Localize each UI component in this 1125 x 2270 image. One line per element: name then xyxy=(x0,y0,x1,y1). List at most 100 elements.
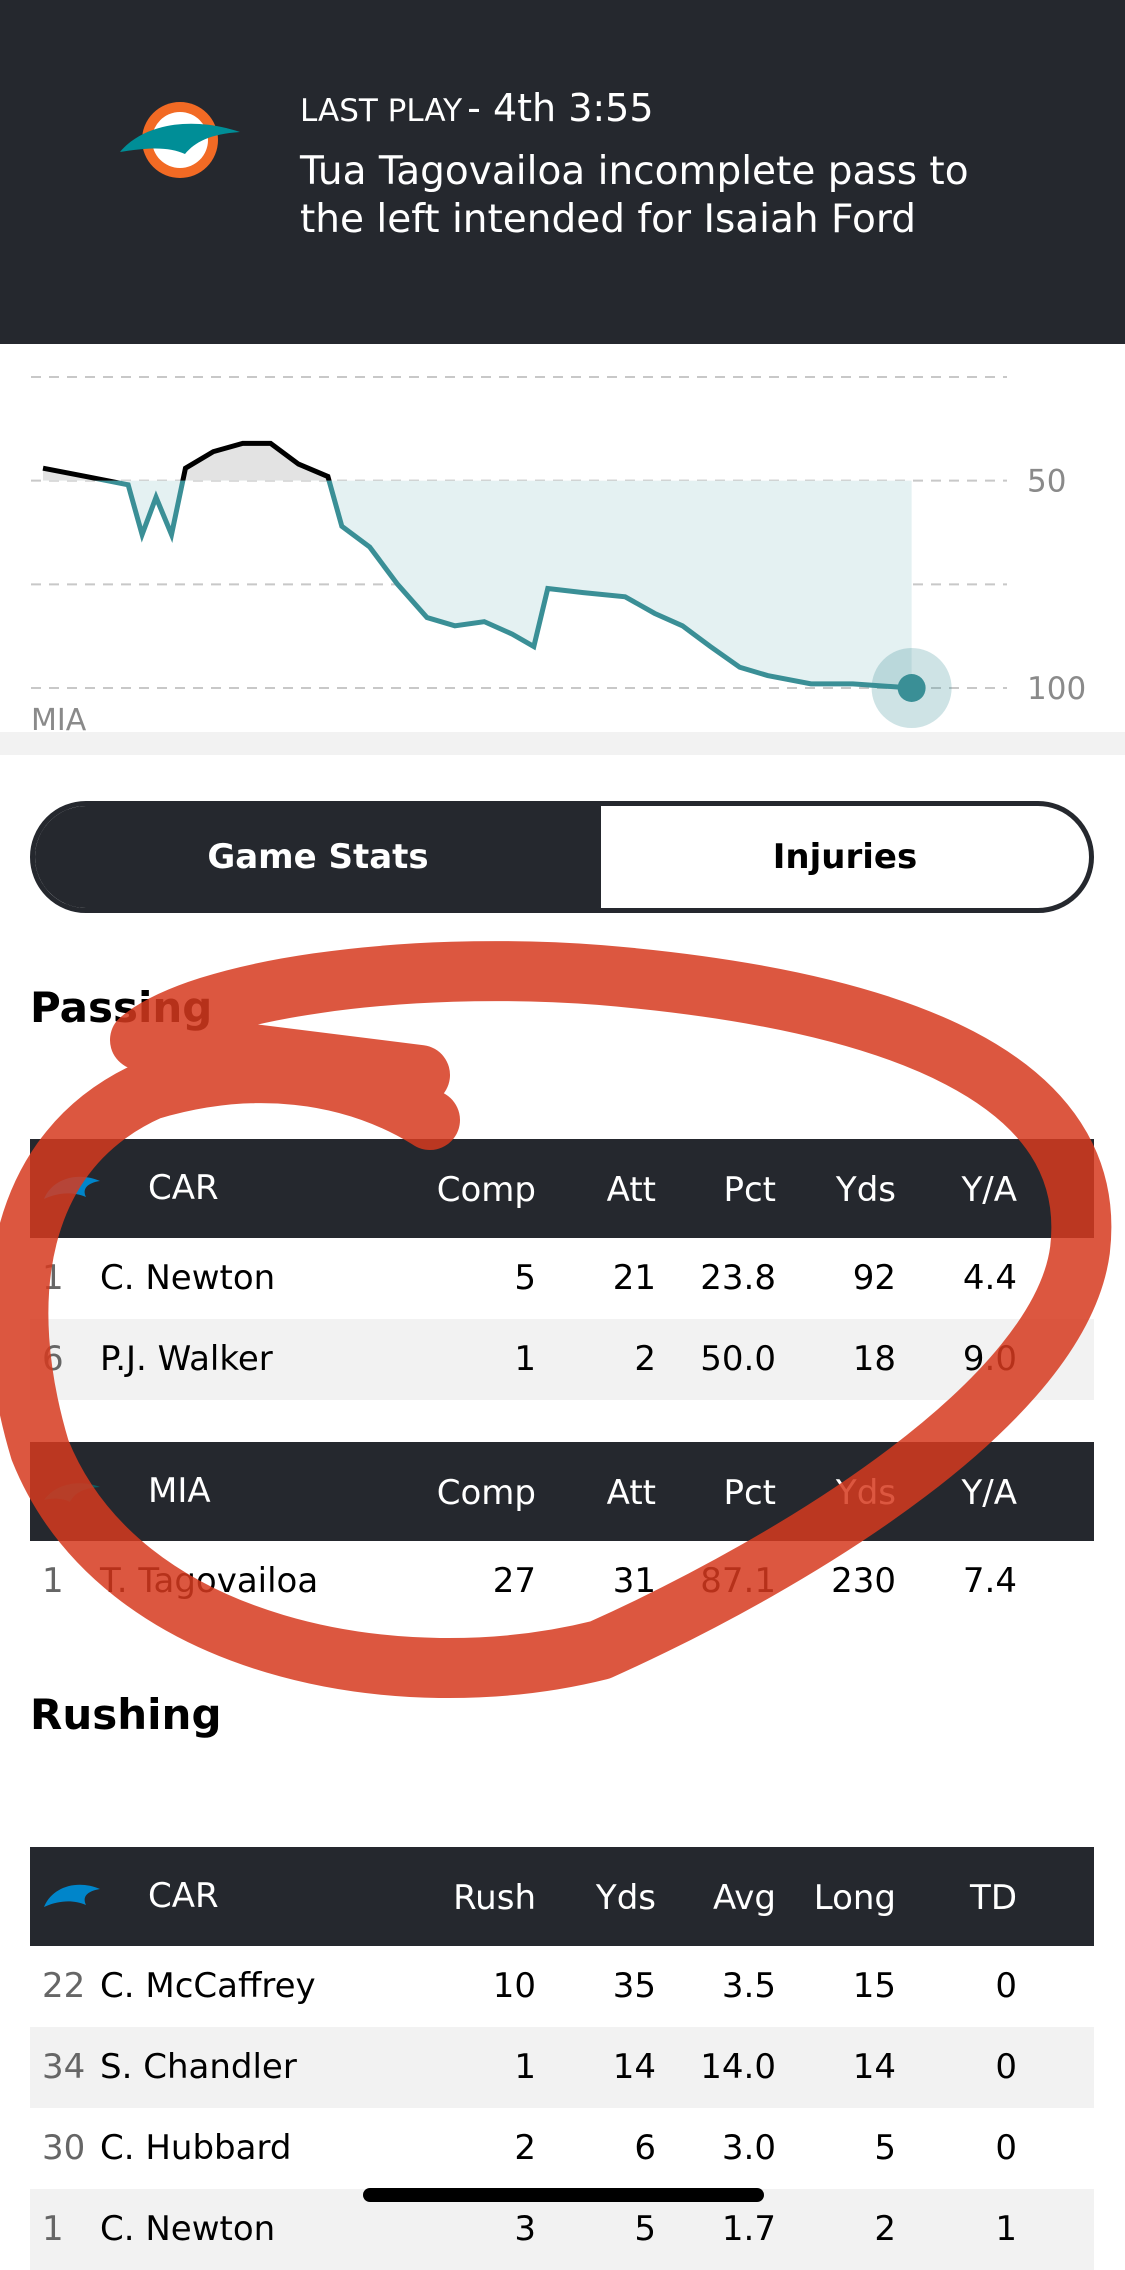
stat-value: 230 xyxy=(831,1561,896,1601)
stat-value: 3.0 xyxy=(721,2128,776,2168)
stat-value: 3.5 xyxy=(721,1966,776,2006)
series-label: MIA xyxy=(31,703,87,738)
column-header: Yds xyxy=(835,1473,896,1513)
stat-value: 0 xyxy=(995,2047,1017,2087)
team-name: CAR xyxy=(148,1168,219,1208)
stat-value: 21 xyxy=(612,1258,656,1298)
stat-value: 14 xyxy=(612,2047,656,2087)
stat-value: 1 xyxy=(995,2209,1017,2249)
logo-shape xyxy=(44,1483,100,1502)
column-header: Y/A xyxy=(961,1473,1017,1513)
table-row: 30 C. Hubbard 2 6 3.0 5 0 xyxy=(30,2108,1094,2189)
label: LAST PLAY xyxy=(300,93,463,129)
logo-shape xyxy=(44,1884,100,1907)
player-name: P.J. Walker xyxy=(100,1339,273,1379)
stat-value: 23.8 xyxy=(700,1258,776,1298)
section-title: Rushing xyxy=(30,1690,222,1739)
table-header: CAR Rush Yds Avg Long TD xyxy=(30,1847,1094,1946)
column-header: Yds xyxy=(595,1878,656,1918)
player-name: C. Newton xyxy=(100,2209,276,2249)
jersey-number: 1 xyxy=(42,1561,64,1601)
tab[interactable]: Game Stats xyxy=(35,806,601,908)
y-tick-label: 100 xyxy=(1027,671,1086,707)
player-name: C. McCaffrey xyxy=(100,1966,316,2006)
team-name: MIA xyxy=(148,1471,211,1511)
stat-value: 5 xyxy=(874,2128,896,2168)
stat-value: 31 xyxy=(612,1561,656,1601)
stat-value: 35 xyxy=(612,1966,656,2006)
stat-value: 2 xyxy=(874,2209,896,2249)
column-header: Att xyxy=(606,1473,656,1513)
stat-value: 2 xyxy=(634,1339,656,1379)
table-row: 22 C. McCaffrey 10 35 3.5 15 0 xyxy=(30,1946,1094,2027)
team-logo xyxy=(44,1483,100,1502)
stat-value: 50.0 xyxy=(700,1339,776,1379)
team-logo xyxy=(120,102,240,178)
line xyxy=(94,480,912,691)
stat-value: 87.1 xyxy=(700,1561,776,1601)
column-header: Pct xyxy=(723,1473,776,1513)
jersey-number: 34 xyxy=(42,2047,86,2087)
team-name: CAR xyxy=(148,1876,219,1916)
y-tick-label: 50 xyxy=(1027,464,1066,500)
table-row: 1 C. Newton 5 21 23.8 92 4.4 xyxy=(30,1238,1094,1319)
column-header: Att xyxy=(606,1170,656,1210)
time: - 4th 3:55 xyxy=(467,86,654,130)
team-logo xyxy=(44,1176,100,1199)
table-row: 1 C. Newton 3 5 1.7 2 1 xyxy=(30,2189,1094,2270)
jersey-number: 1 xyxy=(42,1258,64,1298)
player-name: T. Tagovailoa xyxy=(100,1561,319,1601)
column-header: Rush xyxy=(453,1878,536,1918)
stat-value: 5 xyxy=(634,2209,656,2249)
stat-value: 14 xyxy=(852,2047,896,2087)
column-header: Avg xyxy=(713,1878,776,1918)
stat-value: 15 xyxy=(852,1966,896,2006)
jersey-number: 22 xyxy=(42,1966,86,2006)
last-play: LAST PLAY - 4th 3:55 xyxy=(300,86,654,130)
table-header: CAR Comp Att Pct Yds Y/A xyxy=(30,1139,1094,1238)
column-header: Yds xyxy=(835,1170,896,1210)
stat-value: 1 xyxy=(514,1339,536,1379)
table-row: 34 S. Chandler 1 14 14.0 14 0 xyxy=(30,2027,1094,2108)
stat-value: 92 xyxy=(852,1258,896,1298)
column-header: Y/A xyxy=(961,1170,1017,1210)
description: Tua Tagovailoa incomplete pass to the le… xyxy=(300,149,969,242)
jersey-number: 1 xyxy=(42,2209,64,2249)
player-name: C. Newton xyxy=(100,1258,276,1298)
divider xyxy=(0,732,1125,755)
tab[interactable]: Injuries xyxy=(772,837,918,877)
column-header: Comp xyxy=(436,1170,536,1210)
stat-value: 0 xyxy=(995,1966,1017,2006)
area xyxy=(43,443,330,481)
table-row: 1 T. Tagovailoa 27 31 87.1 230 7.4 xyxy=(30,1541,1094,1622)
stat-value: 5 xyxy=(514,1258,536,1298)
jersey-number: 30 xyxy=(42,2128,86,2168)
stat-value: 1.7 xyxy=(721,2209,776,2249)
logo-shape xyxy=(44,1176,100,1199)
table-row: 6 P.J. Walker 1 2 50.0 18 9.0 xyxy=(30,1319,1094,1400)
tab-bar: Game Stats Injuries xyxy=(30,801,1094,913)
stat-value: 0 xyxy=(995,2128,1017,2168)
stat-value: 1 xyxy=(514,2047,536,2087)
player-name: C. Hubbard xyxy=(100,2128,292,2168)
stat-value: 10 xyxy=(492,1966,536,2006)
stat-value: 27 xyxy=(492,1561,536,1601)
column-header: Pct xyxy=(723,1170,776,1210)
stat-value: 4.4 xyxy=(962,1258,1017,1298)
column-header: TD xyxy=(970,1878,1017,1918)
header: LAST PLAY - 4th 3:55 Tua Tagovailoa inco… xyxy=(0,0,1125,344)
table-header: MIA Comp Att Pct Yds Y/A xyxy=(30,1442,1094,1541)
column-header: Comp xyxy=(436,1473,536,1513)
section-title: Passing xyxy=(30,983,213,1032)
stat-value: 3 xyxy=(514,2209,536,2249)
team-logo xyxy=(44,1884,100,1907)
jersey-number: 6 xyxy=(42,1339,64,1379)
area xyxy=(43,480,912,688)
stat-value: 6 xyxy=(634,2128,656,2168)
marker xyxy=(897,674,926,702)
win-probability-chart: 50 100 MIA xyxy=(0,344,1125,755)
stat-value: 2 xyxy=(514,2128,536,2168)
column-header: Long xyxy=(813,1878,896,1918)
stat-value: 14.0 xyxy=(700,2047,776,2087)
